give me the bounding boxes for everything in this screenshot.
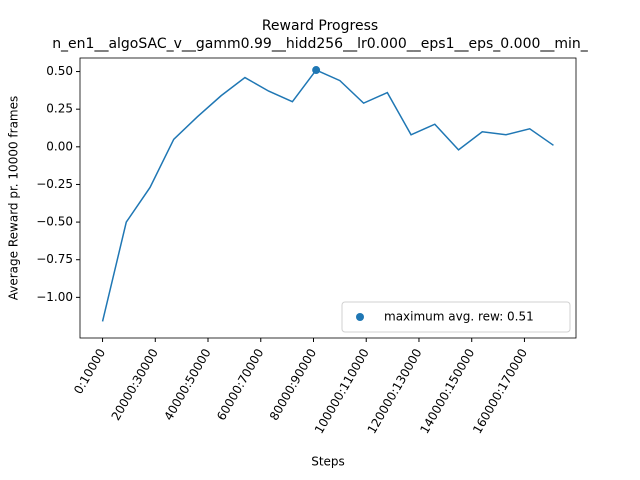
legend-label: maximum avg. rew: 0.51 [384,310,534,324]
legend-marker [356,313,364,321]
y-tick-label: 0.00 [46,139,73,153]
x-tick-label: 0:10000 [71,346,108,396]
x-tick-label: 60000:70000 [214,346,266,423]
y-tick-label: 0.25 [46,102,73,116]
line [101,69,554,322]
y-tick-label: −0.25 [36,177,73,191]
x-axis-label: Steps [311,455,345,469]
x-tick-label: 40000:50000 [161,346,213,423]
x-tick-label: 20000:30000 [109,346,161,423]
max-point [312,66,321,75]
x-tick-label: 100000:110000 [312,346,372,436]
y-tick-label: −1.00 [36,290,73,304]
x-tick-label: 120000:130000 [365,346,425,436]
plot-frame [79,57,577,339]
chart-title: Reward Progress [262,18,378,34]
y-tick-label: −0.75 [36,252,73,266]
y-tick-label: −0.50 [36,215,73,229]
legend-box [341,301,571,333]
y-axis-label: Average Reward pr. 10000 frames [7,96,21,301]
y-tick-label: 0.50 [46,64,73,78]
x-tick-label: 160000:170000 [470,346,530,436]
x-tick-label: 140000:150000 [417,346,477,436]
chart-subtitle: n_en1__algoSAC_v__gamm0.99__hidd256__lr0… [52,36,589,52]
x-tick-label: 80000:90000 [267,346,319,423]
